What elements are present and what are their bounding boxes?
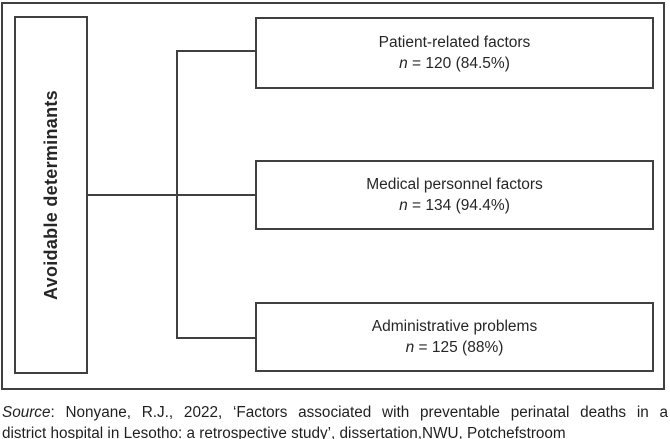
caption-line-1-text: : Nonyane, R.J., 2022, ‘Factors associat… — [50, 404, 668, 421]
connector-root-horizontal — [86, 194, 255, 196]
n-symbol: n — [399, 55, 408, 72]
source-label: Source — [2, 404, 51, 421]
caption-line-1: Source: Nonyane, R.J., 2022, ‘Factors as… — [2, 402, 668, 423]
n-symbol: n — [399, 197, 408, 214]
node-patient-related-factors: Patient-related factors n = 120 (84.5%) — [255, 17, 654, 89]
n-symbol: n — [405, 339, 415, 356]
branch-title: Medical personnel factors — [366, 176, 543, 193]
connector-branch1-horizontal — [178, 50, 255, 52]
branch-stat: n = 120 (84.5%) — [399, 53, 510, 74]
branch-stat: n = 134 (94.4%) — [399, 195, 510, 216]
n-value: = 120 (84.5%) — [407, 55, 510, 72]
root-node-label: Avoidable determinants — [40, 90, 61, 300]
n-value: = 134 (94.4%) — [407, 197, 510, 214]
node-medical-personnel-factors: Medical personnel factors n = 134 (94.4%… — [255, 160, 654, 230]
source-caption: Source: Nonyane, R.J., 2022, ‘Factors as… — [2, 402, 668, 439]
node-avoidable-determinants: Avoidable determinants — [14, 16, 88, 374]
n-value: = 125 (88%) — [414, 339, 504, 356]
caption-line-2: district hospital in Lesotho: a retrospe… — [2, 425, 566, 439]
node-administrative-problems: Administrative problems n = 125 (88%) — [255, 302, 654, 372]
branch-title: Patient-related factors — [378, 34, 531, 51]
connector-branch3-horizontal — [178, 337, 255, 339]
branch-title: Administrative problems — [371, 318, 538, 335]
branch-stat: n = 125 (88%) — [406, 337, 504, 358]
